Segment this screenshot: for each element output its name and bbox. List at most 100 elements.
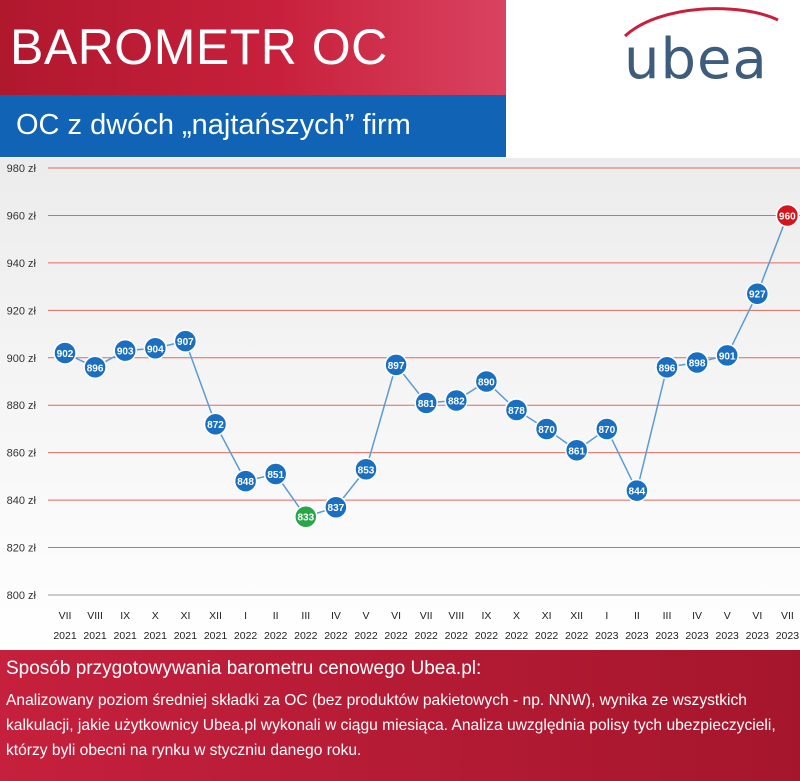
data-label: 848 [237, 477, 254, 488]
data-label: 870 [538, 425, 555, 436]
x-tick-year: 2022 [565, 630, 589, 642]
data-label: 853 [358, 465, 375, 476]
data-point [474, 369, 499, 394]
data-point [564, 438, 589, 463]
data-label: 844 [629, 487, 646, 498]
x-tick-month: VII [59, 610, 72, 622]
x-tick-month: III [663, 610, 672, 622]
line-chart: 800 zł 820 zł 840 zł 860 zł 880 zł 900 zł 920 … [7, 163, 800, 642]
data-label: 833 [297, 513, 314, 524]
data-label: 904 [147, 344, 164, 355]
data-label: 861 [568, 446, 585, 457]
data-point [685, 350, 709, 375]
x-tick-year: 2021 [144, 630, 168, 642]
x-tick-year: 2021 [174, 630, 198, 642]
x-tick-month: V [724, 610, 731, 622]
data-point [53, 341, 77, 365]
x-tick-year: 2023 [655, 630, 679, 642]
footer-text: Analizowany poziom średniej składki za O… [6, 692, 776, 759]
data-point [354, 457, 378, 482]
data-label: 896 [659, 363, 676, 374]
data-point [504, 398, 529, 422]
x-tick-month: IV [331, 610, 341, 622]
x-tick-year: 2023 [685, 630, 709, 642]
chart-area: 800 zł 820 zł 840 zł 860 zł 880 zł 900 zł 920 … [0, 158, 800, 650]
series-line [64, 215, 789, 518]
y-tick-label: 920 zł [7, 305, 37, 317]
data-point [173, 329, 198, 353]
x-tick-month: VI [391, 610, 401, 622]
data-label: 881 [418, 399, 435, 410]
x-tick-month: I [244, 610, 247, 622]
y-tick-label: 900 zł [7, 353, 37, 365]
x-tick-month: X [152, 610, 159, 622]
x-tick-month: XI [542, 610, 552, 622]
x-tick-year: 2022 [415, 630, 439, 642]
data-label: 837 [328, 503, 345, 514]
x-tick-month: III [301, 610, 310, 622]
data-point [775, 203, 800, 228]
x-tick-month: X [513, 610, 520, 622]
x-tick-year: 2022 [324, 630, 348, 642]
data-point [414, 391, 438, 415]
x-tick-year: 2022 [475, 630, 499, 642]
x-tick-month: XII [570, 610, 583, 622]
x-tick-year: 2022 [264, 630, 288, 642]
data-point [625, 478, 649, 503]
data-point [444, 388, 469, 413]
y-tick-label: 940 zł [7, 258, 37, 270]
data-point [655, 355, 679, 380]
x-tick-month: VIII [87, 610, 103, 622]
x-tick-year: 2023 [776, 630, 800, 642]
x-tick-month: VI [752, 610, 762, 622]
y-tick-label: 800 zł [7, 590, 37, 602]
x-tick-month: IX [481, 610, 491, 622]
data-label: 927 [749, 290, 766, 301]
x-tick-year: 2022 [535, 630, 559, 642]
y-tick-label: 960 zł [7, 210, 37, 222]
x-tick-year: 2022 [505, 630, 529, 642]
methodology-footer: Sposób przygotowywania barometru cenoweg… [0, 650, 800, 781]
x-tick-month: II [634, 610, 640, 622]
x-tick-month: IX [120, 610, 130, 622]
data-point [595, 417, 619, 441]
y-tick-label: 820 zł [7, 543, 37, 555]
x-tick-year: 2022 [384, 630, 408, 642]
data-point [143, 336, 168, 361]
data-point [384, 353, 408, 377]
x-tick-year: 2022 [234, 630, 258, 642]
data-point [324, 495, 348, 519]
x-tick-year: 2023 [716, 630, 740, 642]
data-label: 890 [478, 378, 495, 389]
y-tick-label: 840 zł [7, 495, 37, 507]
data-label: 878 [508, 406, 525, 417]
x-tick-month: I [605, 610, 608, 622]
data-point [745, 281, 770, 306]
x-tick-year: 2023 [595, 630, 619, 642]
data-label: 907 [177, 337, 194, 348]
x-tick-year: 2021 [83, 630, 107, 642]
data-label: 896 [87, 363, 104, 374]
x-tick-year: 2021 [53, 630, 77, 642]
x-tick-month: IV [692, 610, 702, 622]
data-point [113, 338, 137, 363]
x-tick-year: 2022 [294, 630, 318, 642]
data-point [534, 417, 559, 441]
ubea-logo: ubea [623, 7, 779, 92]
data-label: 897 [388, 361, 405, 372]
data-point [263, 462, 288, 486]
data-point [715, 343, 739, 368]
y-tick-label: 880 zł [7, 400, 37, 412]
x-tick-month: VII [420, 610, 433, 622]
x-tick-year: 2022 [445, 630, 469, 642]
logo-text: ubea [624, 27, 768, 92]
y-tick-label: 980 zł [7, 163, 37, 175]
page-subtitle: OC z dwóch „najtańszych” firm [0, 95, 506, 157]
x-tick-month: V [362, 610, 369, 622]
footer-heading: Sposób przygotowywania barometru cenoweg… [6, 658, 482, 679]
x-tick-year: 2021 [204, 630, 228, 642]
x-tick-month: XII [209, 610, 222, 622]
data-point [83, 355, 107, 380]
x-tick-month: XI [180, 610, 190, 622]
data-label: 870 [598, 425, 615, 436]
